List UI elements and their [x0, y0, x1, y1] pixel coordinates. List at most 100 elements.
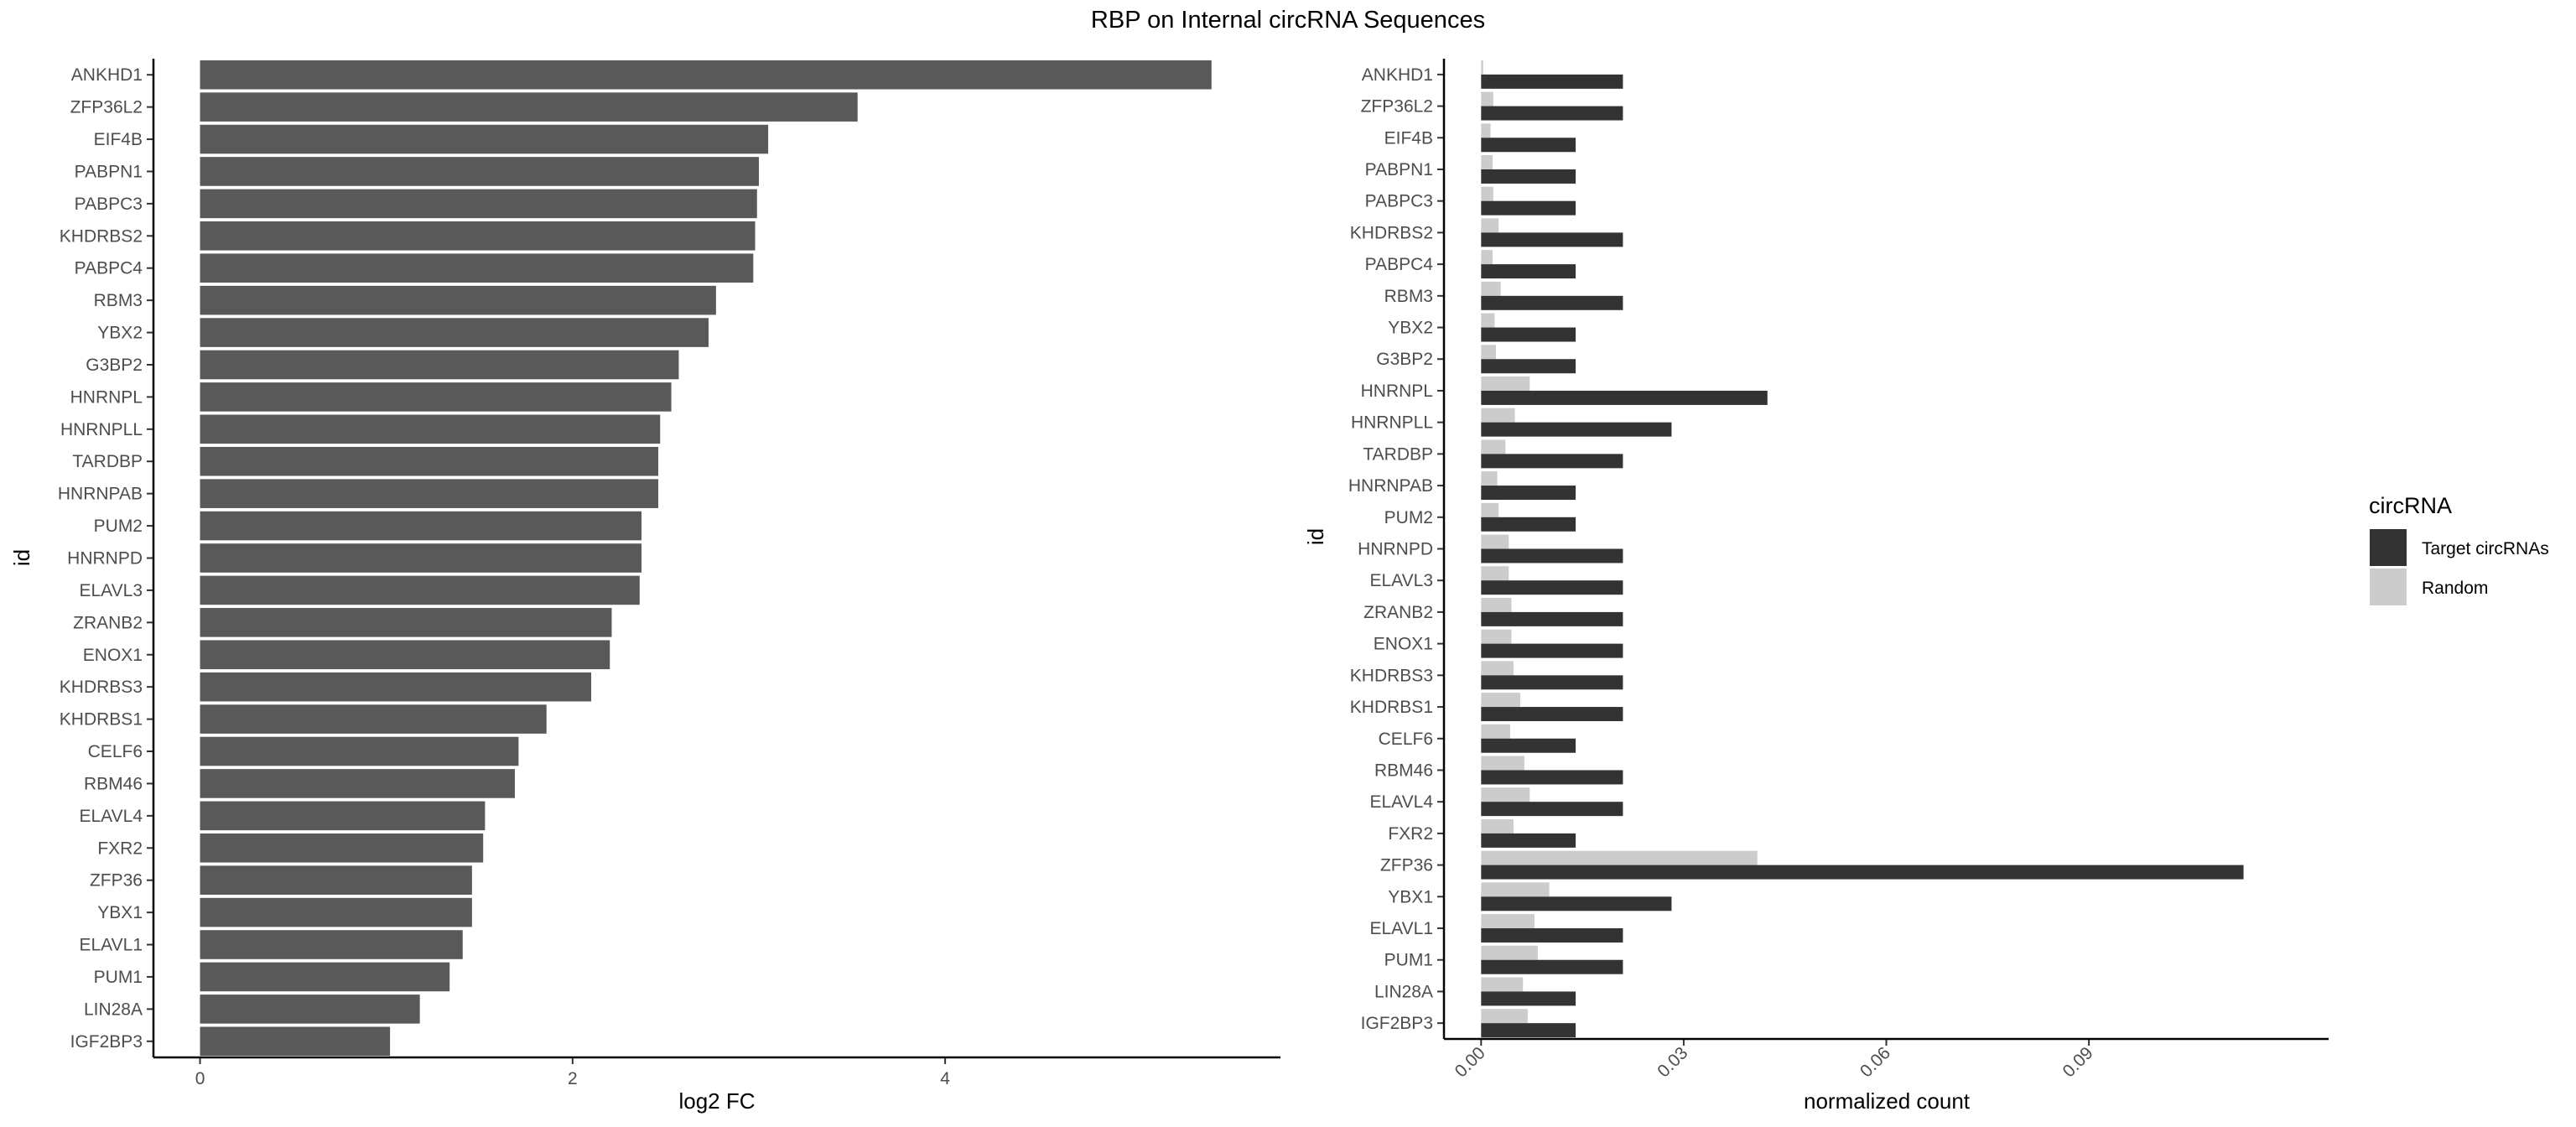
- left-y-tick-label: G3BP2: [86, 356, 143, 375]
- left-y-tick-label: ENOX1: [83, 646, 143, 665]
- bar-target-pum2: [1481, 517, 1576, 532]
- bar-target-elavl4: [1481, 802, 1623, 817]
- right-x-tick-label: 0.09: [2059, 1043, 2096, 1081]
- right-y-tick-label: KHDRBS2: [1350, 223, 1433, 242]
- right-y-tick-label: HNRNPL: [1361, 382, 1433, 401]
- bar-log2fc-tardbp: [200, 446, 659, 476]
- left-y-tick-label: IGF2BP3: [70, 1032, 143, 1052]
- right-y-tick-label: IGF2BP3: [1361, 1014, 1433, 1033]
- bar-random-khdrbs1: [1481, 693, 1521, 708]
- bar-random-rbm46: [1481, 756, 1524, 771]
- bar-target-ybx1: [1481, 896, 1672, 911]
- bar-random-zfp36: [1481, 850, 1758, 865]
- bar-random-eif4b: [1481, 123, 1491, 138]
- bar-random-khdrbs2: [1481, 218, 1499, 233]
- bar-random-hnrnpll: [1481, 408, 1515, 423]
- bar-target-enox1: [1481, 643, 1623, 658]
- left-y-tick-label: ELAVL1: [80, 936, 143, 955]
- bar-log2fc-hnrnpab: [200, 479, 659, 508]
- bar-log2fc-khdrbs3: [200, 672, 592, 702]
- bar-random-ybx2: [1481, 313, 1495, 328]
- bar-log2fc-igf2bp3: [200, 1026, 391, 1057]
- bar-log2fc-hnrnpll: [200, 414, 661, 444]
- right-y-tick-label: EIF4B: [1384, 128, 1433, 148]
- right-y-tick-label: HNRNPAB: [1348, 476, 1433, 496]
- right-y-tick-label: PABPC4: [1365, 255, 1434, 274]
- right-y-tick-label: KHDRBS3: [1350, 666, 1433, 685]
- bar-log2fc-pabpc4: [200, 253, 754, 283]
- left-y-tick-label: ANKHD1: [71, 65, 143, 85]
- bar-log2fc-ybx1: [200, 897, 472, 927]
- right-y-tick-label: PUM1: [1384, 951, 1433, 970]
- right-y-tick-label: YBX2: [1388, 319, 1433, 338]
- bar-target-hnrnpab: [1481, 486, 1576, 501]
- bar-log2fc-zfp36: [200, 865, 472, 895]
- bar-log2fc-hnrnpd: [200, 543, 642, 573]
- right-y-tick-label: RBM3: [1384, 287, 1433, 306]
- bar-target-khdrbs2: [1481, 232, 1623, 247]
- bar-target-fxr2: [1481, 833, 1576, 848]
- bar-log2fc-ankhd1: [200, 60, 1212, 90]
- left-y-tick-label: KHDRBS3: [60, 678, 143, 697]
- right-x-axis-title: normalized count: [1804, 1088, 1971, 1114]
- chart-title: RBP on Internal circRNA Sequences: [1091, 7, 1485, 34]
- bar-log2fc-khdrbs1: [200, 704, 547, 734]
- bar-target-khdrbs1: [1481, 707, 1623, 722]
- bar-random-pum2: [1481, 502, 1499, 517]
- bar-random-pabpn1: [1481, 155, 1493, 169]
- bar-random-pum1: [1481, 945, 1538, 960]
- bar-target-zfp36l2: [1481, 106, 1623, 121]
- bar-random-ankhd1: [1481, 60, 1483, 75]
- left-y-tick-label: ELAVL4: [80, 807, 143, 826]
- legend-label-target-circrnas: Target circRNAs: [2422, 539, 2549, 558]
- left-y-tick-label: KHDRBS1: [60, 710, 143, 730]
- bar-log2fc-ybx2: [200, 318, 709, 347]
- left-y-tick-label: TARDBP: [72, 452, 143, 471]
- bar-log2fc-pabpn1: [200, 157, 759, 186]
- left-x-tick-label: 2: [568, 1069, 578, 1088]
- left-y-tick-label: PUM1: [94, 968, 143, 987]
- bar-target-tardbp: [1481, 454, 1623, 469]
- left-y-tick-label: EIF4B: [94, 130, 143, 149]
- bar-random-elavl1: [1481, 914, 1535, 929]
- left-x-tick-label: 4: [940, 1069, 950, 1088]
- bar-log2fc-elavl1: [200, 930, 463, 959]
- right-y-axis-title: id: [1303, 528, 1328, 545]
- bar-random-hnrnpab: [1481, 471, 1498, 486]
- right-y-tick-label: ELAVL3: [1370, 571, 1434, 590]
- bar-random-g3bp2: [1481, 345, 1497, 360]
- bar-target-pabpc4: [1481, 264, 1576, 279]
- left-y-tick-label: ZRANB2: [73, 613, 143, 632]
- bar-target-elavl1: [1481, 928, 1623, 943]
- bar-log2fc-g3bp2: [200, 350, 679, 380]
- right-y-tick-label: ZFP36: [1380, 856, 1433, 875]
- bar-random-lin28a: [1481, 977, 1524, 992]
- bar-log2fc-elavl4: [200, 801, 486, 831]
- right-x-tick-label: 0.03: [1654, 1043, 1691, 1081]
- right-x-tick-label: 0.00: [1452, 1043, 1489, 1081]
- bar-log2fc-celf6: [200, 736, 519, 766]
- right-y-tick-label: ELAVL4: [1370, 792, 1434, 812]
- right-y-tick-label: PABPN1: [1365, 160, 1433, 179]
- left-y-tick-label: PABPC3: [75, 195, 143, 214]
- right-y-tick-label: KHDRBS1: [1350, 698, 1433, 717]
- right-y-tick-label: ZRANB2: [1363, 603, 1433, 622]
- bar-log2fc-enox1: [200, 640, 610, 670]
- left-y-tick-label: HNRNPLL: [60, 420, 143, 439]
- right-y-tick-label: G3BP2: [1376, 350, 1433, 369]
- left-y-tick-label: HNRNPD: [67, 549, 143, 569]
- left-y-axis-title: id: [9, 549, 34, 566]
- bar-target-ybx2: [1481, 327, 1576, 342]
- bar-random-elavl3: [1481, 566, 1509, 581]
- left-y-tick-label: FXR2: [97, 839, 143, 858]
- left-y-tick-label: ZFP36L2: [70, 98, 143, 117]
- left-y-tick-label: YBX1: [97, 903, 143, 922]
- bar-target-ankhd1: [1481, 74, 1623, 89]
- right-y-tick-label: YBX1: [1388, 887, 1433, 906]
- bar-random-zfp36l2: [1481, 91, 1493, 106]
- right-y-tick-label: ANKHD1: [1362, 65, 1433, 85]
- bar-log2fc-hnrnpl: [200, 382, 672, 412]
- bar-random-zranb2: [1481, 597, 1512, 612]
- bar-target-zfp36: [1481, 865, 2244, 880]
- left-y-tick-label: ELAVL3: [80, 581, 143, 600]
